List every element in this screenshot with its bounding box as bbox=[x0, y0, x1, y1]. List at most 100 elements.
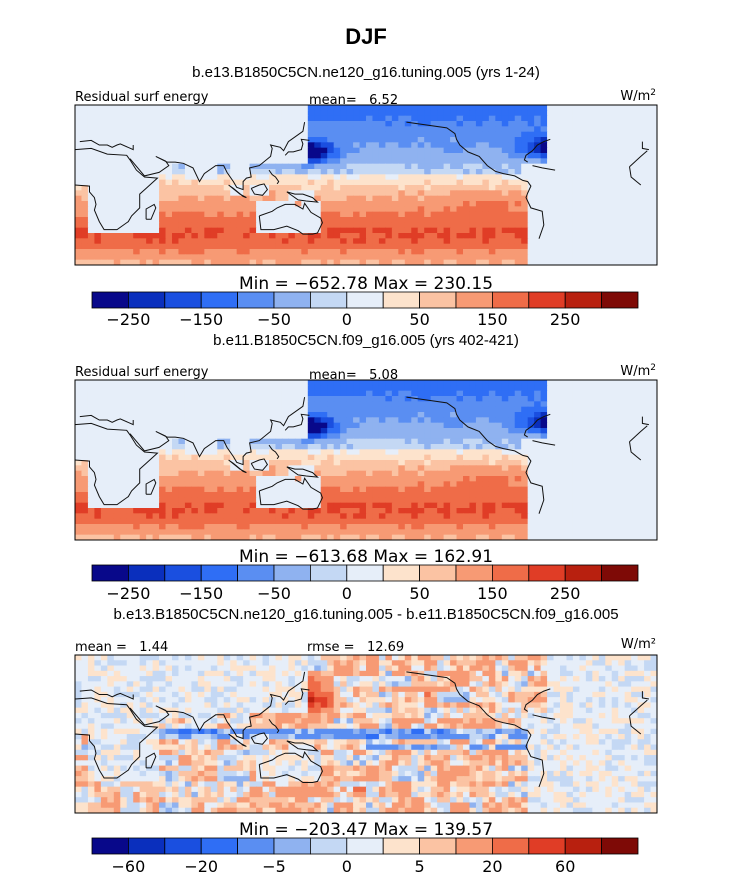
map-cell bbox=[294, 444, 302, 450]
map-cell bbox=[87, 422, 95, 429]
map-cell bbox=[113, 174, 121, 181]
map-cell bbox=[560, 142, 568, 149]
map-cell bbox=[572, 142, 580, 149]
map-cell bbox=[87, 169, 95, 175]
map-cell bbox=[417, 163, 425, 170]
map-cell bbox=[579, 401, 587, 408]
map-cell bbox=[391, 163, 399, 170]
map-cell bbox=[133, 147, 141, 154]
map-cell bbox=[482, 385, 490, 392]
map-cell bbox=[301, 486, 309, 493]
map-cell bbox=[534, 486, 542, 493]
map-cell bbox=[437, 422, 445, 429]
map-cell bbox=[372, 142, 380, 149]
map-cell bbox=[430, 147, 438, 154]
map-cell bbox=[359, 195, 367, 202]
map-cell bbox=[288, 444, 296, 450]
map-cell bbox=[191, 390, 199, 397]
map-cell bbox=[592, 163, 600, 170]
map-cell bbox=[159, 428, 167, 434]
map-cell bbox=[540, 249, 548, 255]
map-cell bbox=[463, 412, 471, 418]
map-cell bbox=[366, 137, 374, 143]
map-cell bbox=[120, 110, 128, 117]
map-cell bbox=[139, 179, 147, 186]
map-cell bbox=[346, 460, 354, 466]
map-cell bbox=[353, 222, 361, 229]
map-cell bbox=[243, 481, 251, 488]
map-cell bbox=[566, 153, 574, 159]
map-cell bbox=[404, 406, 412, 413]
map-cell bbox=[230, 380, 238, 386]
map-cell bbox=[75, 444, 83, 450]
map-cell bbox=[314, 454, 322, 461]
map-cell bbox=[598, 438, 606, 445]
map-cell bbox=[243, 465, 251, 472]
map-cell bbox=[514, 163, 522, 170]
map-cell bbox=[249, 105, 257, 111]
map-cell bbox=[456, 249, 464, 255]
map-cell bbox=[579, 380, 587, 386]
map-cell bbox=[417, 179, 425, 186]
map-cell bbox=[120, 406, 128, 413]
coastline bbox=[268, 169, 280, 185]
map-cell bbox=[598, 126, 606, 133]
map-cell bbox=[301, 454, 309, 461]
map-cell bbox=[262, 121, 270, 127]
map-cell bbox=[314, 243, 322, 250]
map-cell bbox=[495, 438, 503, 445]
map-cell bbox=[256, 401, 264, 408]
map-cell bbox=[585, 412, 593, 418]
map-cell bbox=[385, 163, 393, 170]
map-cell bbox=[126, 481, 134, 488]
map-cell bbox=[624, 390, 632, 397]
map-cell bbox=[184, 396, 192, 402]
map-cell bbox=[618, 238, 626, 245]
map-cell bbox=[644, 174, 652, 181]
map-cell bbox=[463, 454, 471, 461]
map-cell bbox=[501, 126, 509, 133]
map-cell bbox=[307, 422, 315, 429]
map-cell bbox=[113, 492, 121, 498]
map-cell bbox=[598, 147, 606, 154]
map-cell bbox=[540, 121, 548, 127]
map-cell bbox=[320, 385, 328, 392]
map-cell bbox=[197, 174, 205, 181]
map-cell bbox=[430, 153, 438, 159]
map-cell bbox=[94, 417, 102, 424]
map-cell bbox=[236, 449, 244, 456]
map-cell bbox=[540, 169, 548, 175]
map-cell bbox=[391, 444, 399, 450]
map-cell bbox=[417, 486, 425, 493]
map-cell bbox=[391, 380, 399, 386]
map-cell bbox=[178, 105, 186, 111]
map-cell bbox=[495, 486, 503, 493]
map-cell bbox=[514, 385, 522, 392]
map-cell bbox=[475, 481, 483, 488]
map-cell bbox=[314, 428, 322, 434]
map-cell bbox=[475, 222, 483, 229]
map-cell bbox=[534, 497, 542, 504]
map-cell bbox=[469, 380, 477, 386]
map-cell bbox=[527, 227, 535, 234]
map-cell bbox=[184, 121, 192, 127]
map-cell bbox=[456, 401, 464, 408]
map-cell bbox=[191, 211, 199, 218]
map-cell bbox=[501, 174, 509, 181]
map-cell bbox=[159, 137, 167, 143]
map-cell bbox=[191, 131, 199, 138]
map-cell bbox=[482, 492, 490, 498]
map-cell bbox=[475, 249, 483, 255]
map-cell bbox=[534, 137, 542, 143]
map-cell bbox=[598, 110, 606, 117]
map-cell bbox=[210, 238, 218, 245]
map-cell bbox=[172, 254, 180, 261]
map-cell bbox=[450, 158, 458, 165]
map-cell bbox=[165, 121, 173, 127]
map-cell bbox=[184, 259, 192, 265]
map-cell bbox=[631, 222, 639, 229]
map-cell bbox=[249, 481, 257, 488]
map-cell bbox=[482, 396, 490, 402]
map-cell bbox=[275, 396, 283, 402]
map-cell bbox=[540, 449, 548, 456]
